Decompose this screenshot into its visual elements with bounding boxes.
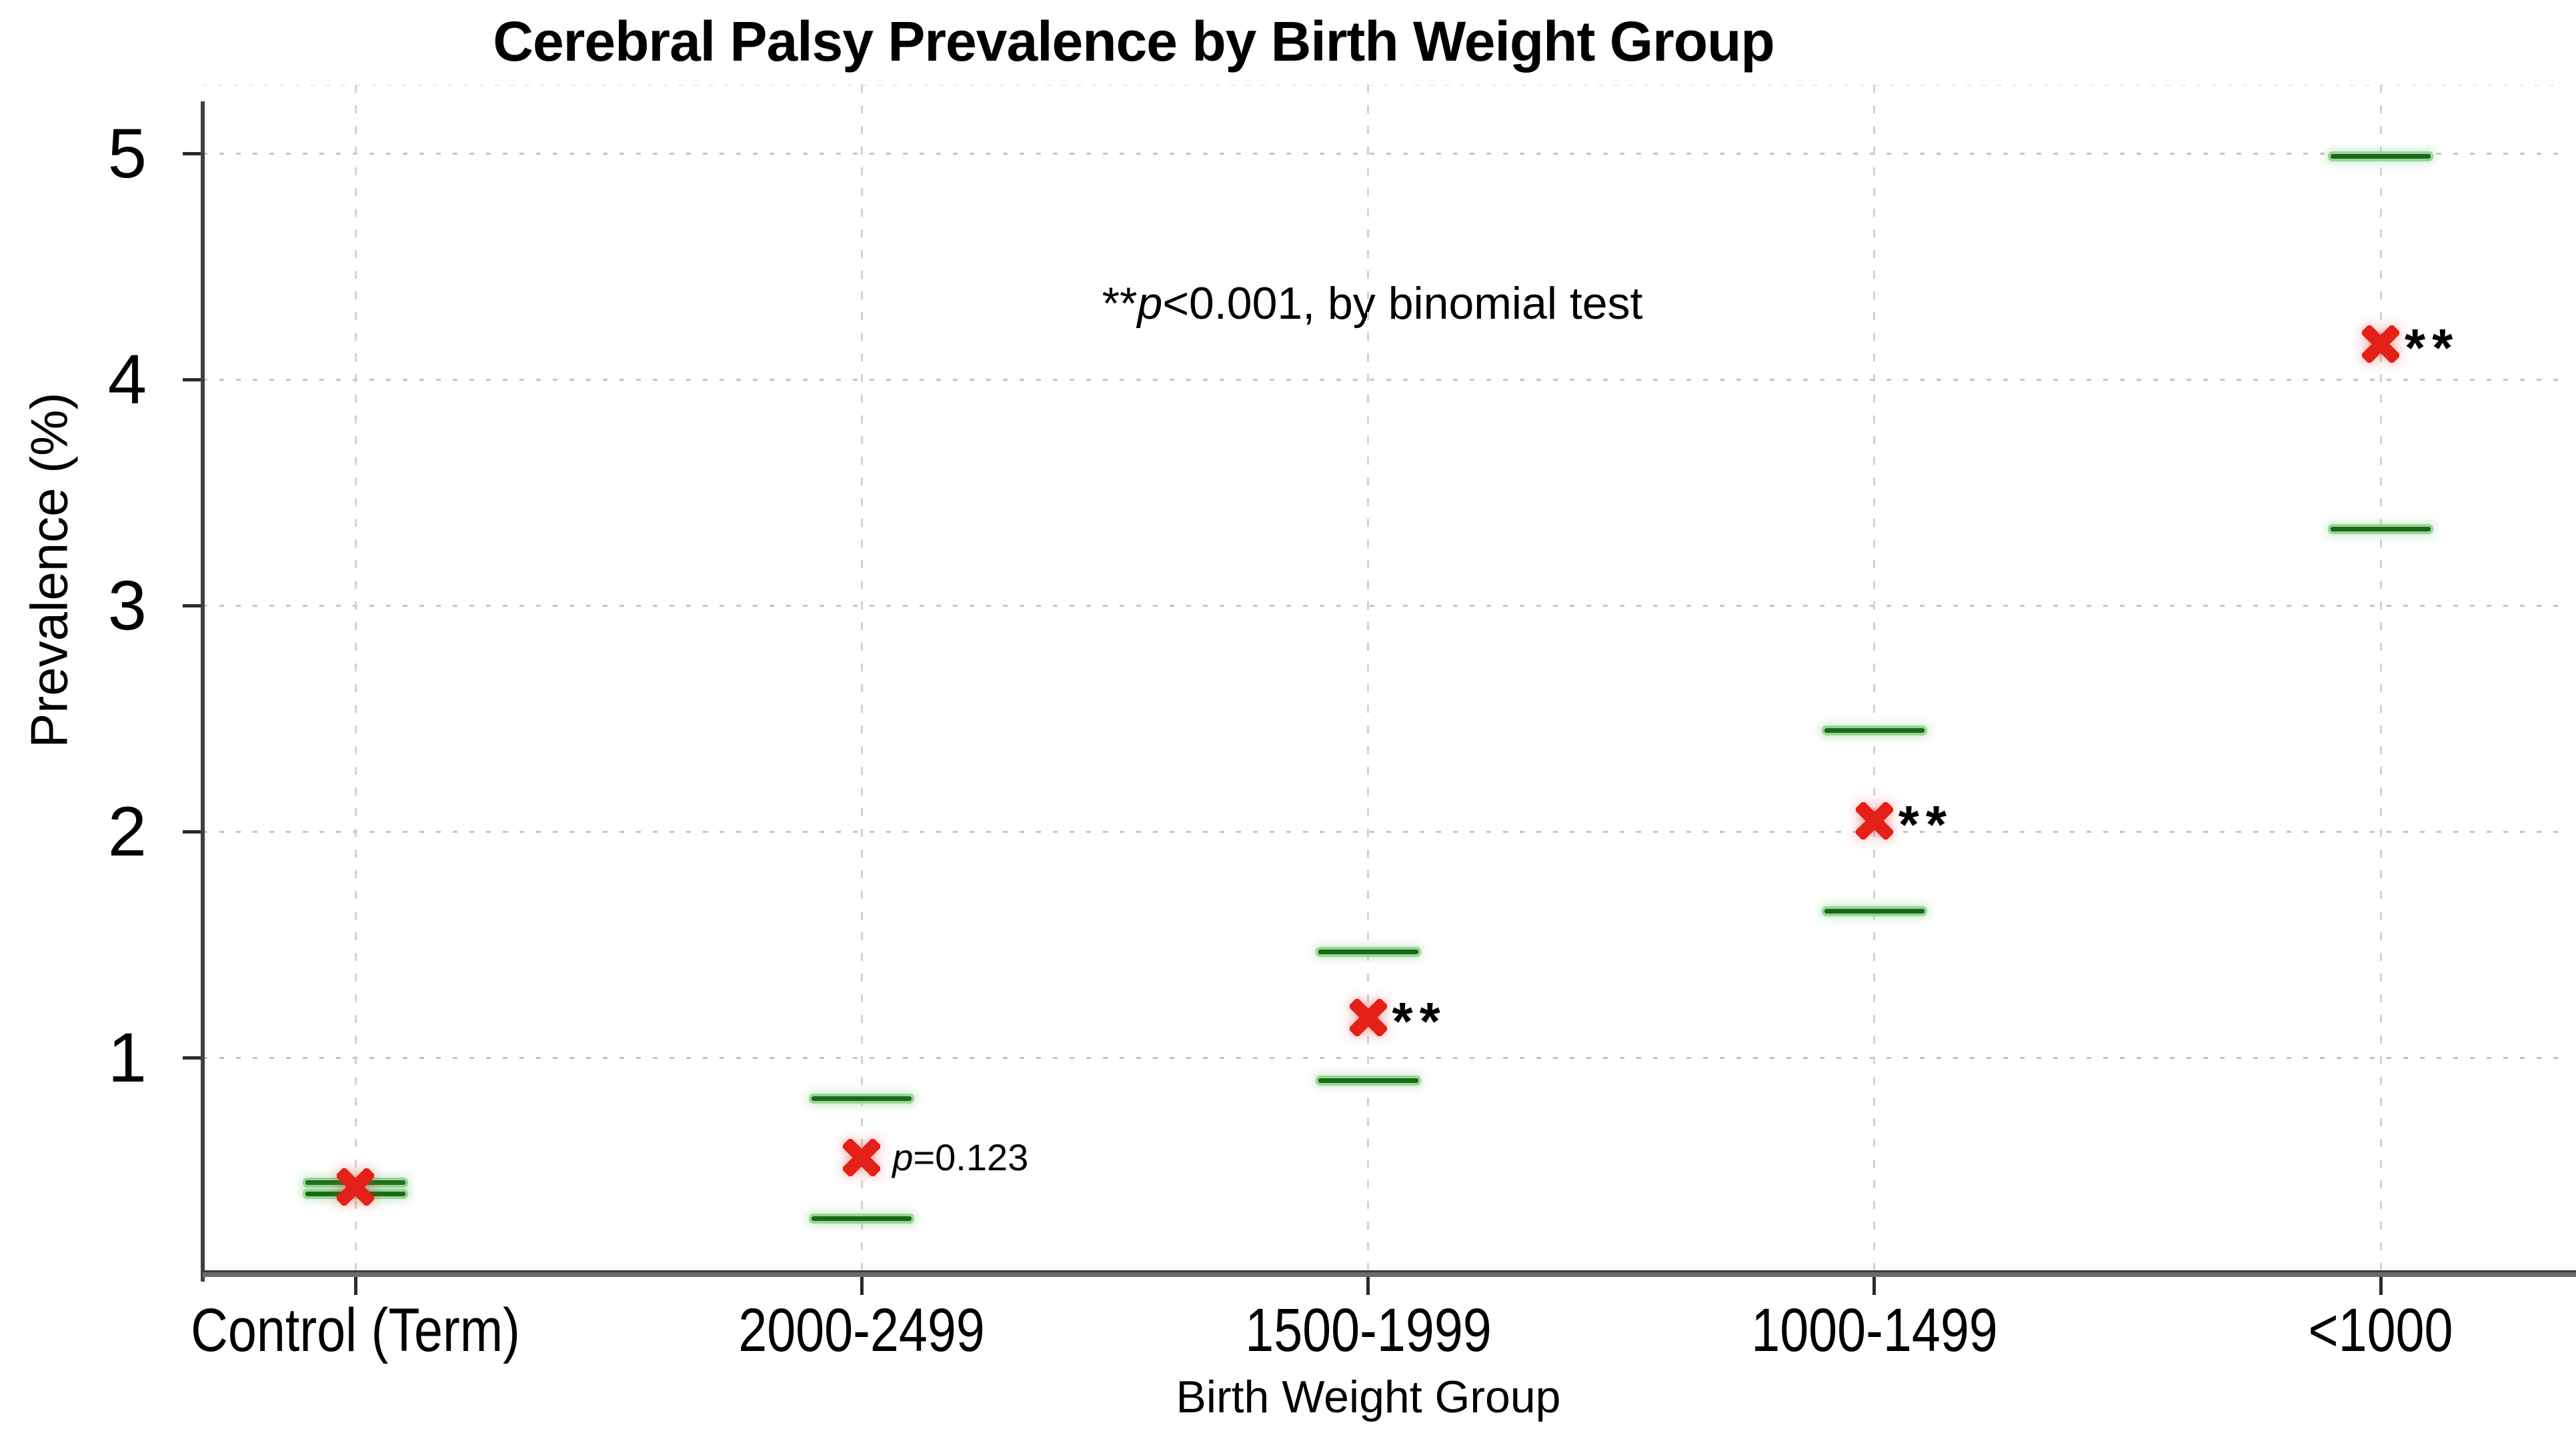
ci-line-lower	[812, 1216, 912, 1222]
y-axis-tick	[183, 604, 203, 608]
gridline-vertical	[1873, 85, 1876, 1275]
significance-stars: **	[1392, 991, 1447, 1051]
gridline-horizontal	[203, 605, 2564, 607]
ci-line-lower	[2331, 527, 2431, 532]
x-tick-label: 1000-1499	[1750, 1296, 1998, 1364]
x-axis-tick	[353, 1275, 357, 1295]
y-axis-spine	[201, 101, 205, 1282]
y-tick-label: 1	[107, 1018, 147, 1097]
x-axis-spine	[203, 1270, 2576, 1277]
significance-note-stars: **	[1102, 278, 1138, 329]
data-point-x-marker-icon	[335, 1167, 375, 1207]
chart-title: Cerebral Palsy Prevalence by Birth Weigh…	[493, 10, 1774, 73]
gridline-horizontal	[203, 1057, 2564, 1060]
data-point-x-marker-icon	[2361, 324, 2401, 364]
p-value-p-symbol: p	[892, 1136, 914, 1179]
data-point-x-marker-icon	[1854, 801, 1894, 841]
data-point-x-marker-icon	[842, 1138, 882, 1178]
y-tick-label: 3	[107, 566, 147, 645]
y-axis-tick	[183, 830, 203, 834]
ci-line-upper	[812, 1096, 912, 1102]
x-axis-tick	[2379, 1275, 2383, 1295]
y-tick-label: 2	[107, 792, 147, 871]
y-tick-label: 5	[107, 114, 147, 193]
ci-line-upper	[1318, 950, 1418, 955]
significance-stars: **	[1898, 794, 1954, 854]
gridline-vertical	[354, 85, 357, 1275]
p-value-note: p=0.123	[892, 1135, 1028, 1180]
gridline-vertical	[2379, 85, 2382, 1275]
x-axis-tick	[1366, 1275, 1370, 1295]
gridline-horizontal	[203, 379, 2564, 381]
gridline-vertical	[860, 85, 863, 1275]
significance-note-p-symbol: p	[1137, 278, 1163, 329]
x-tick-label: <1000	[2308, 1296, 2453, 1364]
y-axis-tick	[183, 1056, 203, 1060]
y-axis-tick	[183, 152, 203, 156]
x-tick-label: 1500-1999	[1244, 1296, 1492, 1364]
gridline-horizontal	[203, 831, 2564, 834]
x-tick-label: Control (Term)	[191, 1296, 520, 1364]
y-tick-label: 4	[107, 340, 147, 419]
significance-note: **p<0.001, by binomial test	[1102, 277, 1643, 329]
gridline-horizontal	[203, 153, 2564, 155]
x-tick-label: 2000-2499	[738, 1296, 986, 1364]
x-axis-tick	[860, 1275, 864, 1295]
ci-line-lower	[1824, 909, 1924, 914]
significance-note-rest: <0.001, by binomial test	[1162, 278, 1643, 329]
ci-line-upper	[2331, 153, 2431, 159]
ci-line-lower	[1318, 1078, 1418, 1084]
y-axis-tick	[183, 378, 203, 382]
x-axis-tick	[1872, 1275, 1876, 1295]
p-value-rest: =0.123	[913, 1136, 1029, 1179]
significance-stars: **	[2405, 317, 2460, 377]
ci-line-upper	[1824, 728, 1924, 733]
x-axis-label: Birth Weight Group	[1176, 1372, 1561, 1422]
data-point-x-marker-icon	[1348, 998, 1388, 1038]
plot-top-border	[203, 85, 2564, 86]
gridline-vertical	[1367, 85, 1369, 1275]
